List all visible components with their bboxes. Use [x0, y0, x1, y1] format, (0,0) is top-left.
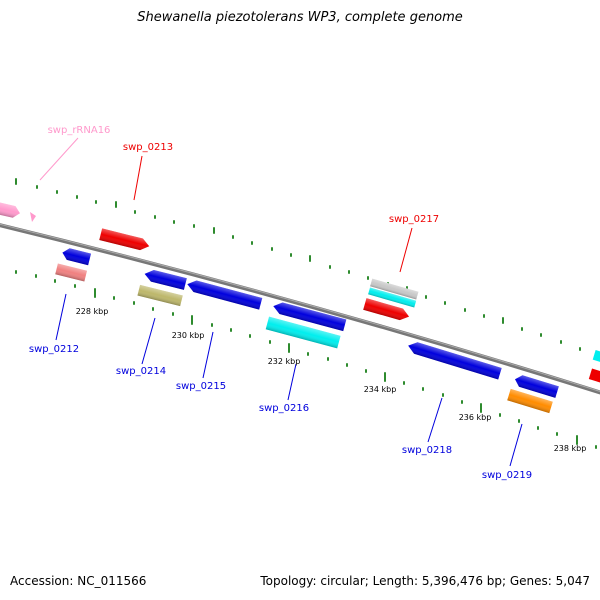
gene-label: swp_0216: [259, 403, 309, 414]
tick-label: 232 kbp: [268, 357, 301, 366]
gene-swp-0219-orange[interactable]: [507, 388, 553, 414]
gene-swp-0219[interactable]: [513, 374, 559, 398]
gene-label: swp_0219: [482, 470, 532, 481]
gene-swp-0213[interactable]: [99, 228, 150, 252]
reverse-strand-features: [55, 247, 559, 414]
gene-label: swp_0215: [176, 381, 226, 392]
gene-swp-0214[interactable]: [143, 268, 187, 290]
gene-swp-0215[interactable]: [186, 278, 263, 310]
gene-right-edge-red[interactable]: [588, 368, 600, 384]
gene-label: swp_0213: [123, 142, 173, 153]
gene-label: swp_0217: [389, 214, 439, 225]
gene-label: swp_0214: [116, 366, 166, 377]
connector-swp-rrna16: [39, 137, 79, 181]
gene-label: swp_0218: [402, 445, 452, 456]
topology-label: Topology: circular; Length: 5,396,476 bp…: [260, 574, 590, 588]
tick-label: 238 kbp: [554, 444, 587, 453]
forward-strand-features: [0, 201, 600, 384]
map-title: Shewanella piezotolerans WP3, complete g…: [137, 10, 463, 25]
gene-swp-0212[interactable]: [61, 247, 92, 266]
gene-right-edge-cyan[interactable]: [592, 350, 600, 363]
gene-swp-rrna16[interactable]: [0, 201, 21, 220]
tick-label: 230 kbp: [172, 331, 205, 340]
outer-dotted-ring: [15, 178, 599, 358]
gene-swp-0216-cyan[interactable]: [265, 316, 341, 349]
gene-label: swp_0212: [29, 344, 79, 355]
gene-labels: swp_rRNA16 swp_0212 swp_0213 swp_0214 sw…: [29, 125, 532, 481]
gene-swp-rrna16-tail: [30, 212, 36, 222]
connector-swp-0215: [202, 331, 214, 379]
gene-swp-0216[interactable]: [272, 300, 347, 332]
tick-label: 228 kbp: [76, 307, 109, 316]
genome-backbone: [0, 223, 600, 395]
gene-swp-0217-gray[interactable]: [370, 278, 419, 300]
connector-swp-0218: [427, 397, 443, 443]
gene-swp-0217[interactable]: [363, 298, 411, 322]
connector-swp-0213: [133, 155, 143, 201]
gene-swp-0218[interactable]: [406, 340, 502, 380]
tick-label: 234 kbp: [364, 385, 397, 394]
connector-swp-0217: [399, 227, 413, 273]
inner-dotted-ring: [15, 270, 597, 449]
connector-swp-0214: [141, 317, 156, 365]
accession-label: Accession: NC_011566: [10, 574, 147, 588]
connector-swp-0219: [509, 423, 523, 467]
gene-swp-0214-khaki[interactable]: [137, 284, 183, 307]
genome-backbone-highlight: [0, 223, 600, 392]
gene-swp-0217-cyan[interactable]: [368, 287, 417, 308]
tick-label: 236 kbp: [459, 413, 492, 422]
tick-labels: 228 kbp 230 kbp 232 kbp 234 kbp 236 kbp …: [76, 307, 587, 453]
gene-label: swp_rRNA16: [48, 125, 111, 136]
connector-swp-0216: [287, 363, 297, 401]
gene-swp-0212-salmon[interactable]: [55, 263, 88, 282]
label-connectors: [39, 137, 523, 467]
connector-swp-0212: [55, 293, 67, 341]
